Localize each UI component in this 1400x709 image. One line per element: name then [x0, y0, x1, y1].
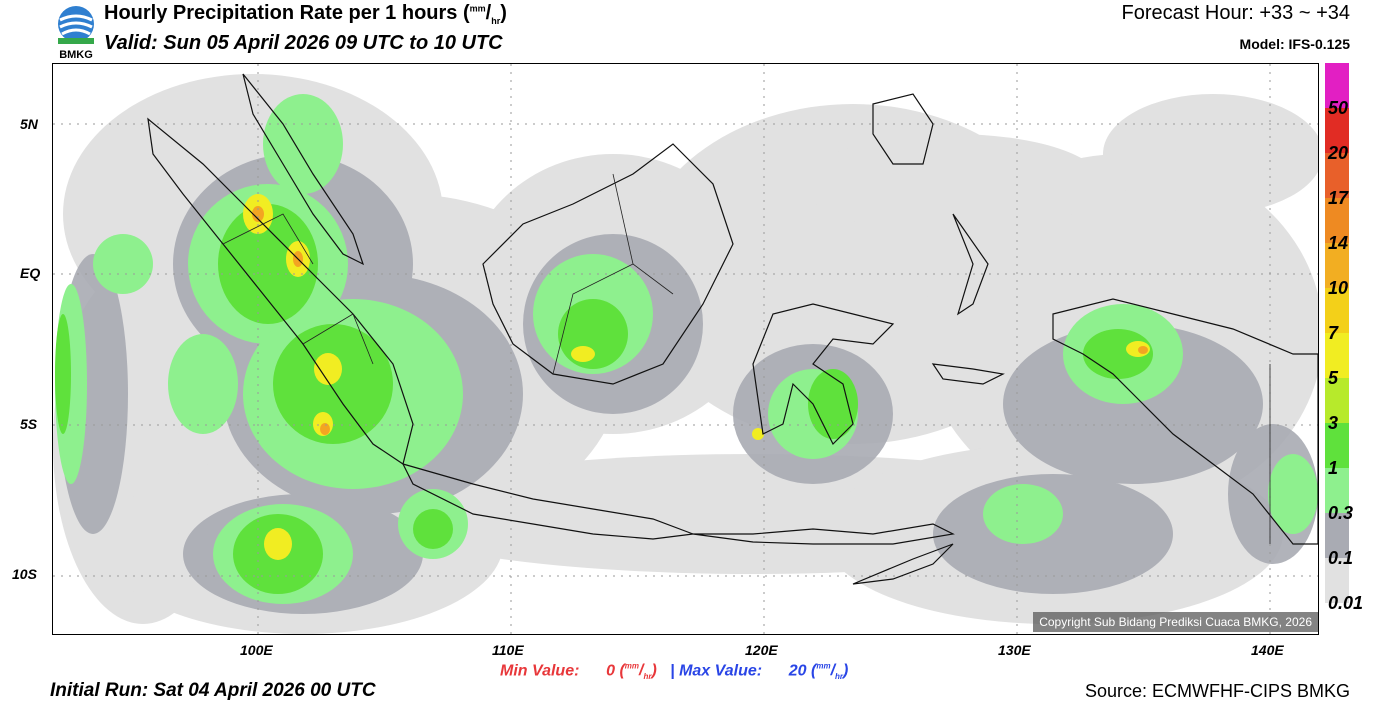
lat-label-5n: 5N	[20, 116, 38, 132]
title-unit-num: mm	[469, 3, 486, 14]
data-source: Source: ECMWFHF-CIPS BMKG	[1084, 681, 1350, 701]
legend-label: 0.3	[1328, 503, 1354, 523]
max-value: 20	[788, 662, 807, 680]
legend-label: 3	[1328, 413, 1339, 433]
forecast-hour: Forecast Hour: +33 ~ +34	[1121, 2, 1350, 24]
legend-swatch	[1325, 558, 1349, 603]
initial-run: Initial Run: Sat 04 April 2026 00 UTC	[50, 680, 376, 701]
legend-label: 20	[1328, 143, 1349, 163]
legend-labels: 50 20 17 14 10 7 5 3 1 0.3 0.1 0.01	[1328, 63, 1400, 613]
max-unit-den: hr	[835, 672, 844, 682]
minmax-separator: |	[670, 662, 675, 680]
legend-label: 1	[1328, 458, 1339, 478]
legend-label: 10	[1328, 278, 1349, 298]
legend-swatch	[1325, 513, 1349, 558]
coastlines	[147, 73, 1318, 585]
lon-label-100e: 100E	[240, 642, 273, 658]
min-label: Min Value:	[500, 662, 580, 680]
legend-swatch	[1325, 423, 1349, 468]
legend-label: 50	[1328, 98, 1349, 118]
min-unit-num: mm	[624, 662, 640, 671]
legend-swatch	[1325, 153, 1349, 198]
page-title: Hourly Precipitation Rate per 1 hours (m…	[104, 2, 507, 26]
province-borders	[222, 173, 1271, 544]
title-unit-den: hr	[491, 16, 501, 26]
lon-label-140e: 140E	[1251, 642, 1284, 658]
copyright-text: Copyright Sub Bidang Prediksi Cuaca BMKG…	[1033, 612, 1318, 632]
min-max-row: Min Value: 0 (mm/hr) | Max Value: 20 (mm…	[500, 662, 849, 682]
min-value: 0	[606, 662, 615, 680]
max-unit-num: mm	[816, 662, 831, 671]
max-label: Max Value:	[679, 662, 763, 680]
legend-swatch	[1325, 198, 1349, 243]
legend-swatch	[1325, 288, 1349, 333]
legend-label: 5	[1328, 368, 1339, 388]
legend-label: 14	[1328, 233, 1349, 253]
model-name: Model: IFS-0.125	[1239, 36, 1350, 52]
bmkg-logo-text: BMKG	[59, 49, 93, 61]
precipitation-map: Copyright Sub Bidang Prediksi Cuaca BMKG…	[52, 63, 1319, 635]
legend-label: 0.1	[1328, 548, 1354, 568]
bmkg-logo-icon	[58, 6, 94, 44]
title-text: Hourly Precipitation Rate per 1 hours	[104, 2, 458, 24]
legend-swatch	[1325, 378, 1349, 423]
legend-colorbar	[1325, 63, 1349, 603]
lat-label-eq: EQ	[20, 265, 41, 281]
legend-swatch	[1325, 63, 1349, 108]
valid-time: Valid: Sun 05 April 2026 09 UTC to 10 UT…	[104, 32, 503, 54]
lon-label-130e: 130E	[998, 642, 1031, 658]
min-unit-den: hr	[643, 672, 652, 682]
legend-label: 0.01	[1328, 593, 1364, 613]
lon-label-110e: 110E	[492, 642, 524, 658]
legend-swatch	[1325, 468, 1349, 513]
legend-label: 7	[1328, 323, 1339, 343]
map-grid	[53, 64, 1318, 634]
legend-label: 17	[1328, 188, 1349, 208]
map-canvas	[53, 64, 1318, 634]
lat-label-5s: 5S	[20, 416, 38, 432]
bmkg-logo: BMKG	[52, 2, 100, 61]
lat-label-10s: 10S	[12, 566, 37, 582]
legend-swatch	[1325, 108, 1349, 153]
legend-swatch	[1325, 333, 1349, 378]
lon-label-120e: 120E	[745, 642, 778, 658]
legend-swatch	[1325, 243, 1349, 288]
